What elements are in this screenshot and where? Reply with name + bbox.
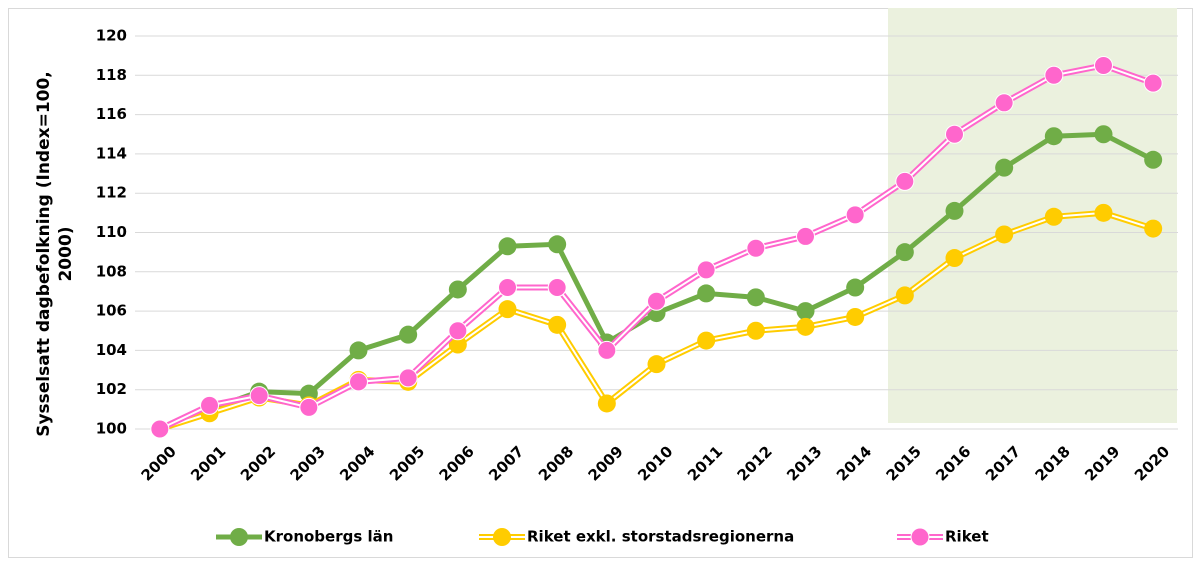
y-tick-label: 120 [96, 27, 127, 45]
point [448, 335, 467, 354]
point [647, 355, 666, 374]
y-tick-label: 116 [96, 105, 127, 123]
point [895, 243, 914, 262]
point [945, 249, 964, 268]
point [746, 288, 765, 307]
point [150, 419, 170, 439]
point [696, 260, 716, 280]
point [349, 372, 368, 392]
point [994, 93, 1014, 113]
point [398, 368, 418, 388]
legend-marker [910, 527, 930, 547]
y-axis-title: Sysselsatt dagbefolkning (Index=100, 200… [34, 71, 76, 437]
point [548, 235, 567, 254]
point [746, 238, 766, 258]
point [498, 278, 517, 298]
point [846, 307, 865, 326]
point [995, 225, 1014, 244]
point [498, 300, 517, 319]
point [597, 394, 616, 413]
legend-marker [493, 528, 511, 546]
point [548, 315, 567, 334]
point [1044, 127, 1063, 146]
point [1143, 73, 1163, 93]
point [746, 321, 765, 340]
point [1044, 207, 1063, 226]
y-tick-label: 104 [96, 341, 127, 359]
point [1094, 203, 1113, 222]
highlight-region [888, 8, 1177, 423]
y-tick-label: 118 [96, 66, 127, 84]
point [995, 158, 1014, 177]
y-tick-label: 100 [96, 420, 127, 438]
legend-label: Kronobergs län [264, 528, 393, 546]
point [697, 331, 716, 350]
y-tick-label: 110 [96, 223, 127, 241]
point [1044, 65, 1064, 85]
y-tick-label: 102 [96, 380, 127, 398]
y-tick-label: 106 [96, 302, 127, 320]
y-tick-label: 112 [96, 184, 127, 202]
point [498, 237, 517, 256]
point [1094, 125, 1113, 144]
point [945, 201, 964, 220]
point [647, 291, 666, 311]
point [399, 325, 418, 344]
point [597, 340, 617, 360]
point [547, 278, 567, 298]
point [796, 317, 815, 336]
point [945, 124, 964, 144]
point [796, 302, 815, 321]
point [349, 341, 368, 360]
point [1094, 55, 1113, 75]
point [895, 286, 914, 305]
point [448, 280, 467, 299]
point [1144, 219, 1163, 238]
point [249, 386, 269, 406]
legend-marker [230, 528, 248, 546]
point [845, 205, 865, 225]
point [796, 226, 815, 246]
point [895, 171, 915, 191]
point [697, 284, 716, 303]
point [448, 321, 468, 341]
legend-label: Riket exkl. storstadsregionerna [527, 528, 794, 546]
y-tick-label: 114 [96, 144, 127, 162]
point [200, 395, 219, 415]
legend-label: Riket [945, 528, 989, 546]
point [846, 278, 865, 297]
point [1144, 150, 1163, 169]
y-tick-label: 108 [96, 262, 127, 280]
point [299, 397, 319, 417]
